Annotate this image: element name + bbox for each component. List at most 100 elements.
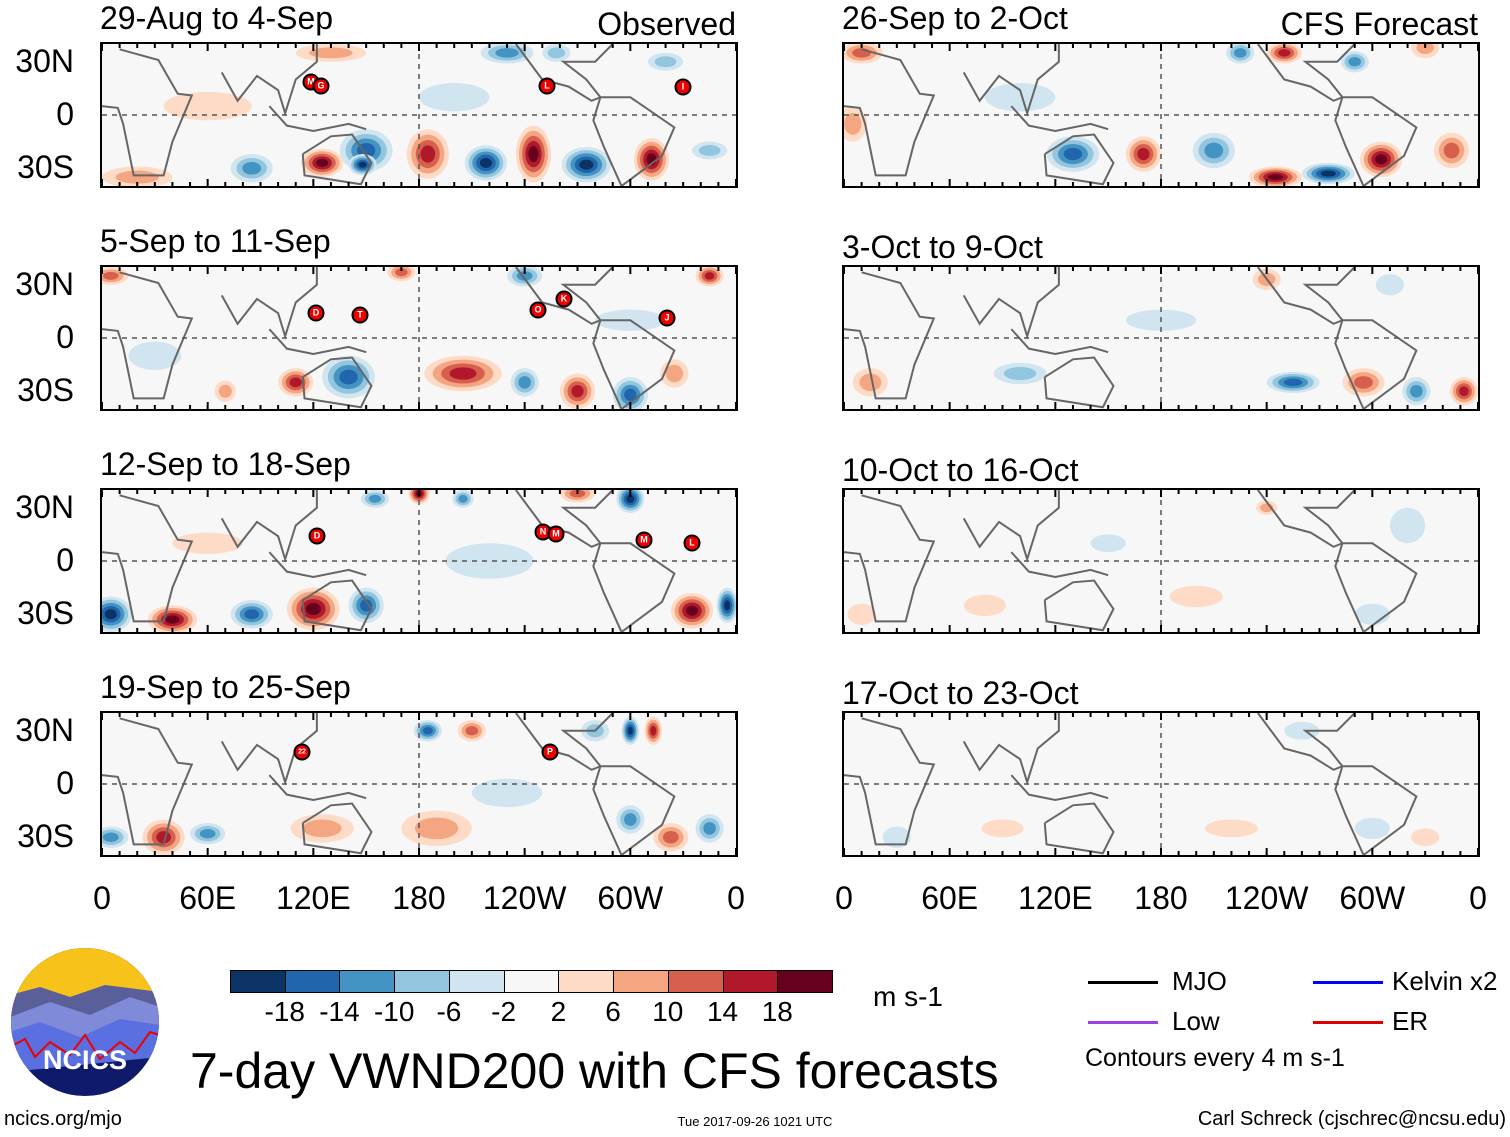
anomaly-contour: [471, 778, 543, 808]
anomaly-contour: [624, 813, 637, 826]
x-tick-label: 120E: [1017, 880, 1093, 916]
anomaly-contour: [963, 594, 1007, 617]
logo-text: NCICS: [43, 1045, 127, 1075]
anomaly-contour: [445, 543, 534, 579]
panel-title: 29-Aug to 4-Sep: [100, 0, 334, 36]
tropical-cyclone-marker: J: [658, 309, 676, 327]
y-tick-label: 30S: [17, 149, 74, 186]
colorbar-swatch: [230, 970, 286, 993]
anomaly-contour: [420, 145, 436, 163]
anomaly-contour: [465, 726, 479, 736]
coastline: [102, 271, 194, 400]
colorbar-swatch: [667, 970, 724, 993]
anomaly-contour: [984, 83, 1056, 112]
coastline: [268, 774, 367, 801]
tropical-cyclone-marker: T: [351, 306, 369, 324]
footer-url[interactable]: ncics.org/mjo: [4, 1108, 122, 1130]
anomaly-field: [102, 44, 736, 186]
footer-timestamp: Tue 2017-09-26 1021 UTC: [677, 1114, 833, 1129]
anomaly-contour: [368, 494, 382, 503]
coastline: [301, 802, 373, 855]
tropical-cyclone-marker: N: [534, 523, 552, 541]
anomaly-contour: [724, 600, 731, 611]
anomaly-contour: [1137, 147, 1150, 161]
anomaly-contour: [495, 48, 519, 58]
anomaly-contour: [1063, 147, 1083, 161]
tropical-cyclone-marker: D: [307, 304, 325, 322]
colorbar-label: 10: [652, 996, 684, 1027]
contour-note: Contours every 4 m s-1: [1085, 1044, 1345, 1072]
coastline: [220, 267, 318, 340]
colorbar-swatch: [394, 970, 450, 993]
legend-er-line: [1313, 1021, 1383, 1024]
coastline: [220, 713, 318, 786]
anomaly-contour: [1003, 366, 1037, 381]
anomaly-contour: [1204, 142, 1224, 159]
tropical-cyclone-marker: M: [547, 525, 565, 543]
anomaly-contour: [1443, 142, 1460, 159]
map-panel: [842, 265, 1480, 411]
anomaly-contour: [242, 161, 262, 175]
tropical-cyclone-marker: L: [683, 534, 701, 552]
coastline: [220, 490, 318, 563]
y-tick-label: 30N: [15, 488, 74, 525]
anomaly-contour: [449, 367, 477, 380]
x-tick-label: 0: [93, 880, 111, 916]
anomaly-contour: [165, 615, 180, 624]
colorbar-swatch: [777, 970, 833, 993]
coastline: [1257, 44, 1356, 102]
anomaly-contour: [704, 272, 715, 280]
units-label: m s-1: [873, 981, 943, 1012]
figure-title: 7-day VWND200 with CFS forecasts: [190, 1043, 999, 1099]
coastline: [844, 494, 936, 623]
coastline: [844, 717, 936, 846]
anomaly-contour: [1410, 384, 1423, 398]
anomaly-contour: [479, 157, 492, 168]
coastline: [1043, 133, 1115, 186]
ncics-logo: NCICS: [11, 948, 159, 1096]
x-tick-label: 60E: [921, 880, 979, 916]
anomaly-contour: [981, 819, 1024, 838]
colorbar-label: -10: [373, 996, 415, 1027]
coastline: [220, 44, 318, 117]
anomaly-contour: [847, 603, 876, 625]
anomaly-contour: [172, 532, 243, 554]
tropical-cyclone-marker: O: [529, 301, 547, 319]
map-panel: [842, 488, 1480, 634]
anomaly-contour: [685, 605, 699, 616]
colorbar-swatch: [448, 970, 505, 993]
colorbar-label: -6: [436, 996, 462, 1027]
y-tick-label: 0: [56, 96, 74, 132]
anomaly-contour: [1459, 386, 1469, 397]
anomaly-contour: [528, 145, 539, 163]
y-tick-label: 30N: [15, 265, 74, 302]
tropical-cyclone-marker: G: [312, 77, 330, 95]
map-panel: [842, 42, 1480, 188]
coastline: [1257, 490, 1356, 548]
y-tick-label: 30S: [17, 595, 74, 632]
x-tick-label: 180: [392, 880, 446, 916]
anomaly-contour: [1411, 828, 1440, 847]
legend-mjo-label: MJO: [1172, 966, 1227, 996]
coastline: [1010, 105, 1109, 132]
map-panel: [100, 488, 738, 634]
anomaly-contour: [302, 819, 342, 838]
anomaly-contour: [458, 494, 468, 503]
x-tick-label: 60W: [597, 880, 664, 916]
tropical-cyclone-marker: 22: [293, 743, 311, 761]
map-panel: [100, 711, 738, 857]
anomaly-contour: [115, 170, 159, 184]
anomaly-field: [844, 44, 1478, 186]
anomaly-contour: [665, 364, 684, 383]
x-tick-label: 120W: [482, 880, 567, 916]
anomaly-contour: [244, 609, 260, 620]
panel-title: 12-Sep to 18-Sep: [100, 446, 351, 482]
colorbar-label: 14: [706, 996, 739, 1027]
anomaly-contour: [358, 161, 367, 168]
colorbar-swatch: [613, 970, 669, 993]
tropical-cyclone-marker: P: [541, 743, 559, 761]
map-panel: [842, 711, 1480, 857]
anomaly-contour: [1205, 819, 1258, 838]
coastline: [301, 579, 373, 632]
